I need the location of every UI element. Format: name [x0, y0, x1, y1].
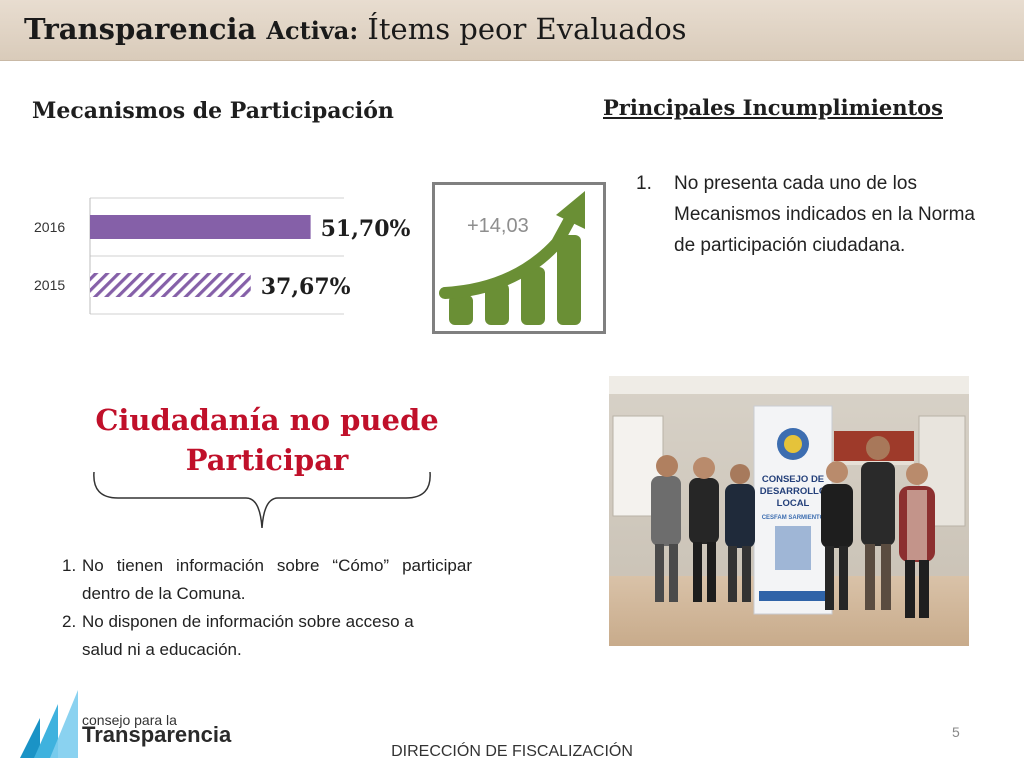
- banner-text: LOCAL: [777, 498, 810, 509]
- chart-value-label: 51,70%: [321, 216, 411, 242]
- title-part-3: Ítems peor Evaluados: [358, 12, 687, 46]
- transparency-logo: [20, 690, 220, 758]
- list-item: 2. No disponen de información sobre acce…: [62, 608, 422, 664]
- chart-bar-2015: [90, 273, 251, 297]
- banner-text: DESARROLLO: [760, 486, 827, 497]
- page-number: 5: [952, 724, 960, 740]
- growth-chart-icon: [439, 191, 585, 325]
- banner-text: CESFAM SARMIENTO: [762, 515, 825, 521]
- footer-text: DIRECCIÓN DE FISCALIZACIÓN: [391, 743, 633, 760]
- list-item-text: No presenta cada uno de los Mecanismos i…: [674, 173, 975, 256]
- list-item: 1. No tienen información sobre “Cómo” pa…: [62, 552, 472, 608]
- group-photo-illustration: CONSEJO DE DESARROLLO LOCAL CESFAM SARMI…: [609, 376, 969, 646]
- brace-shape: [93, 471, 431, 529]
- participation-bar-chart: 2016 51,70% 2015 37,67%: [34, 197, 411, 315]
- logo-text-big: Transparencia: [82, 722, 232, 747]
- title-part-2: Activa:: [266, 16, 359, 45]
- header-bar: Transparencia Activa: Ítems peor Evaluad…: [0, 0, 1024, 61]
- list-item-text: No tienen información sobre “Cómo” parti…: [82, 556, 472, 603]
- growth-value: +14,03: [467, 215, 529, 237]
- logo-text-small: consejo para la: [82, 712, 177, 728]
- chart-bars: [90, 215, 311, 297]
- logo-icon: [20, 690, 78, 758]
- banner-text: CONSEJO DE: [762, 474, 824, 485]
- chart-bar-2016: [90, 215, 311, 239]
- chart-value-label: 37,67%: [261, 274, 351, 300]
- chart-category-label: 2016: [34, 219, 65, 235]
- mechanisms-title: Mecanismos de Participación: [32, 98, 394, 124]
- chart-labels: 2016 51,70% 2015 37,67%: [34, 216, 411, 300]
- group-photo: CONSEJO DE DESARROLLO LOCAL CESFAM SARMI…: [609, 376, 969, 646]
- slide-title: Transparencia Activa: Ítems peor Evaluad…: [24, 12, 687, 46]
- list-number: 1.: [62, 556, 77, 575]
- citizenship-title: Ciudadanía no puede Participar: [95, 403, 439, 477]
- growth-panel: +14,03: [432, 182, 606, 334]
- list-number: 2.: [62, 612, 77, 631]
- list-item-text: No disponen de información sobre acceso …: [82, 612, 414, 659]
- title-part-1: Transparencia: [24, 12, 267, 46]
- list-number: 1.: [636, 173, 652, 194]
- non-compliance-title: Principales Incumplimientos: [603, 95, 943, 120]
- chart-category-label: 2015: [34, 277, 65, 293]
- citizenship-list: 1. No tienen información sobre “Cómo” pa…: [62, 552, 472, 664]
